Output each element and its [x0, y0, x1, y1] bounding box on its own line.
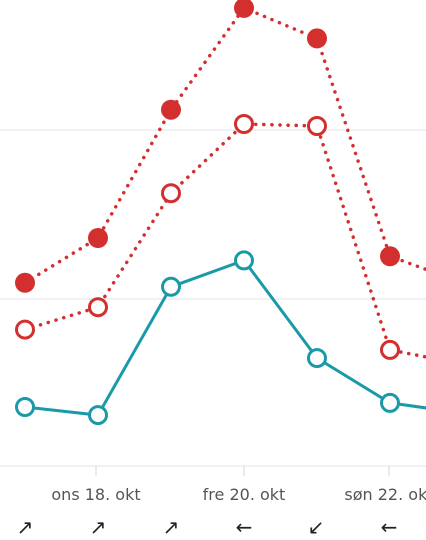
- series-1-point-2: [161, 183, 181, 204]
- series-2-point-5: [380, 392, 400, 413]
- series-0-point-5: [380, 246, 400, 267]
- series-0-point-3: [234, 0, 254, 18]
- series-1-point-4: [307, 116, 327, 136]
- series-1-point-3: [234, 114, 254, 134]
- series-points: [15, 0, 400, 426]
- series-0-point-0: [15, 272, 35, 293]
- series-2-point-0: [15, 397, 35, 417]
- x-axis-labels: ons 18. okt fre 20. okt søn 22. okt: [51, 485, 426, 504]
- x-tick-label-0: ons 18. okt: [51, 485, 140, 504]
- series-2-point-4: [307, 348, 327, 369]
- series-2-point-1: [88, 405, 108, 426]
- series-2-point-2: [161, 276, 181, 297]
- series-0-point-2: [161, 99, 181, 120]
- x-tick-label-1: fre 20. okt: [203, 485, 286, 504]
- series-0-point-4: [307, 28, 327, 49]
- series-1-point-0: [15, 319, 35, 340]
- wind-arrow-0: ↗: [17, 515, 34, 539]
- series-1-line: [23, 122, 426, 359]
- wind-arrow-3: ←: [236, 515, 253, 539]
- wind-direction-row: ↗ ↗ ↗ ← ↙ ←: [17, 515, 398, 539]
- x-axis-ticks: [95, 466, 390, 476]
- wind-arrow-2: ↗: [163, 515, 180, 539]
- series-1-point-1: [88, 297, 108, 318]
- series-2-line: [23, 258, 426, 417]
- series-lines: [23, 6, 426, 417]
- series-0-point-1: [88, 228, 108, 248]
- wind-arrow-1: ↗: [90, 515, 107, 539]
- wind-arrow-5: ←: [381, 515, 398, 539]
- series-0-line: [23, 6, 426, 285]
- x-tick-label-2: søn 22. okt: [344, 485, 426, 504]
- grid-lines: [0, 129, 426, 467]
- wind-arrow-4: ↙: [308, 515, 325, 539]
- series-2-point-3: [234, 250, 254, 271]
- series-1-point-5: [380, 339, 400, 360]
